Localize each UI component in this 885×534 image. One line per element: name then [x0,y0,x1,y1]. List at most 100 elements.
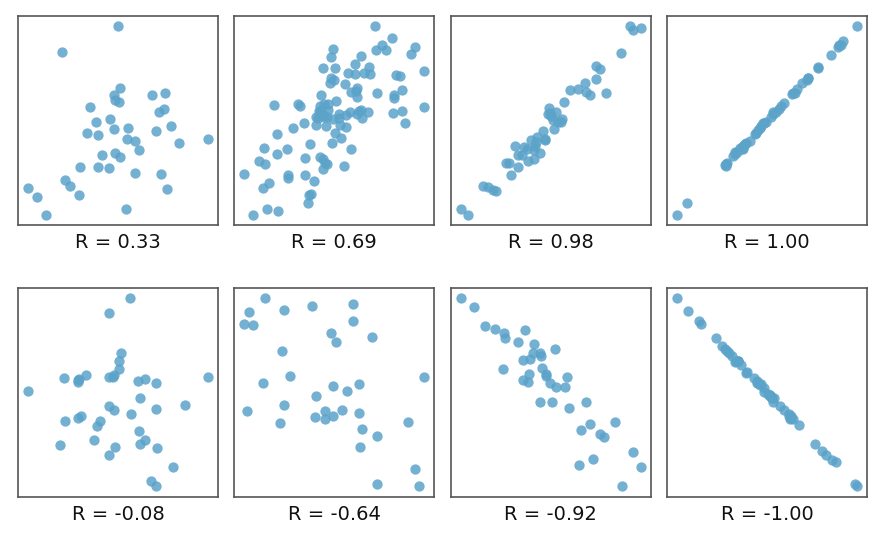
Point [828,458,843,466]
Point [496,329,511,337]
Point [316,64,330,72]
Point [766,108,780,116]
Point [453,294,467,302]
Point [626,447,640,456]
Point [309,391,323,400]
Point [408,465,422,473]
Point [388,94,402,103]
Point [72,378,86,386]
Point [571,85,585,93]
Point [735,142,750,151]
Point [763,391,777,400]
Point [270,150,284,159]
Point [291,99,305,108]
Point [626,26,640,34]
Point [350,92,364,101]
Point [523,136,537,144]
Point [343,107,358,116]
Point [91,130,105,139]
Point [754,380,768,388]
Point [138,436,152,445]
Point [530,133,544,142]
Point [317,113,331,121]
Point [258,160,273,169]
Point [138,375,152,384]
Point [543,109,558,117]
Point [39,210,53,219]
Point [546,116,560,124]
Point [63,182,77,191]
Point [539,370,553,379]
Point [281,170,295,179]
Point [507,142,521,150]
Point [107,124,121,133]
Point [160,185,174,193]
Point [599,88,613,97]
Point [354,52,368,61]
Point [123,294,137,302]
Point [728,148,743,156]
Point [318,100,332,108]
Point [527,340,541,348]
Point [134,394,148,402]
Point [348,60,362,68]
Point [320,160,335,168]
Point [242,308,256,316]
Point [586,455,600,464]
Point [718,344,732,353]
Point [634,24,648,33]
Point [736,141,750,150]
Point [88,436,102,445]
Point [489,187,504,195]
Point [164,122,178,130]
Point [326,114,340,123]
Point [286,124,300,132]
Point [720,159,735,167]
Point [113,153,127,161]
Point [502,159,516,168]
Point [308,413,322,421]
Point [792,421,806,429]
Point [312,114,326,123]
Point [547,125,561,134]
Point [370,432,384,441]
Point [720,161,734,170]
Point [387,90,401,99]
Point [120,135,135,144]
Point [274,347,289,355]
Point [312,107,327,115]
Point [20,387,35,395]
Point [329,97,343,105]
Point [322,78,336,87]
Point [324,52,338,61]
Point [93,417,107,426]
Point [760,389,774,398]
Point [826,456,840,465]
Point [589,75,603,83]
Point [262,179,276,187]
Point [366,333,380,342]
Point [128,168,142,177]
Point [528,142,543,150]
Point [613,49,627,57]
Point [324,74,338,82]
X-axis label: R = 0.33: R = 0.33 [75,233,161,252]
Point [786,415,800,423]
Point [765,393,779,402]
Point [149,404,163,413]
Point [516,376,530,384]
Point [267,101,281,109]
Point [348,70,362,78]
Point [326,381,340,390]
Point [57,374,71,382]
X-axis label: R = -1.00: R = -1.00 [720,505,813,524]
Point [729,148,743,156]
Point [58,417,72,425]
Point [670,294,684,302]
Point [579,78,593,87]
Point [355,114,369,122]
Point [350,84,364,93]
Point [750,376,764,385]
Point [131,377,145,386]
Point [680,199,694,208]
